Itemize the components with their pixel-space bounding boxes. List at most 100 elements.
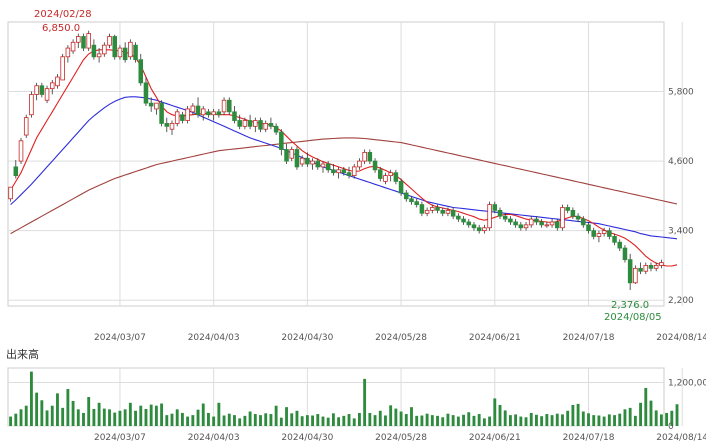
volume-bar	[545, 414, 549, 426]
candle-body	[226, 99, 232, 113]
candle-body	[445, 209, 451, 214]
candle-body	[461, 218, 466, 223]
volume-bar	[420, 415, 424, 426]
candle	[560, 204, 565, 231]
candle-body	[29, 94, 34, 116]
volume-bar	[50, 405, 54, 426]
volume-axis-ticks: 1,200,00 0 2024/03/07 2024/04/03 2024/04/30 2…	[94, 379, 706, 444]
candle	[221, 97, 227, 115]
volume-bar	[628, 407, 632, 426]
candle	[398, 178, 404, 196]
candle-body	[523, 224, 529, 229]
volume-bar	[269, 414, 273, 426]
candle	[341, 166, 347, 176]
volume-bar	[175, 409, 179, 426]
candle	[299, 155, 305, 167]
candle	[502, 213, 508, 222]
candle-body	[419, 204, 425, 214]
volume-bar	[243, 415, 247, 426]
candle-body	[659, 262, 664, 266]
price-axis-ticks: 5,800 4,600 3,400 2,200 2024/03/07 2024/04/03…	[94, 88, 706, 343]
candle-body	[336, 169, 341, 174]
candle	[174, 108, 180, 127]
volume-bar	[331, 413, 335, 426]
candle	[148, 97, 154, 112]
volume-bar	[415, 415, 419, 426]
price-x-tick-label: 2024/07/18	[563, 333, 615, 343]
candle	[279, 129, 284, 156]
volume-bar	[305, 415, 309, 426]
candle-body	[383, 175, 388, 182]
volume-bar	[363, 378, 367, 426]
volume-bar	[321, 416, 325, 426]
high-date-label: 2024/02/28	[34, 9, 92, 20]
volume-bar	[508, 415, 512, 426]
candle-body	[398, 180, 404, 194]
candle	[601, 227, 607, 237]
volume-bar	[456, 416, 460, 426]
candle	[534, 216, 539, 225]
candle	[96, 48, 102, 63]
volume-bar	[581, 411, 585, 426]
candle-body	[508, 218, 513, 223]
candle-body	[414, 201, 419, 205]
candle-body	[49, 82, 55, 90]
candle-body	[440, 209, 446, 214]
volume-bar	[566, 410, 570, 426]
volume-bar	[196, 409, 200, 426]
candle-body	[544, 224, 550, 227]
candle	[180, 111, 185, 124]
volume-bar	[550, 415, 554, 426]
candle	[128, 39, 133, 60]
candle-body	[570, 209, 576, 217]
volume-bar	[477, 414, 481, 426]
candle	[310, 158, 315, 170]
volume-title: 出来高	[6, 347, 39, 361]
candle	[471, 221, 477, 231]
candle	[13, 159, 19, 179]
volume-bar	[503, 410, 507, 426]
candle	[430, 204, 435, 214]
candle-body	[13, 166, 19, 176]
volume-bar	[45, 410, 49, 426]
volume-bar	[66, 389, 70, 426]
volume-bar	[311, 415, 315, 426]
volume-bar	[493, 398, 497, 426]
candle	[253, 117, 258, 133]
candle-body	[518, 224, 524, 229]
volume-bar	[602, 416, 606, 426]
candle	[190, 103, 196, 115]
candle	[528, 216, 534, 228]
candle-body	[560, 207, 565, 229]
candle	[627, 253, 633, 291]
volume-bar	[61, 407, 65, 426]
candle-body	[601, 230, 607, 234]
candle	[466, 219, 472, 228]
candle-body	[622, 247, 628, 261]
candle	[539, 219, 544, 228]
volume-bar	[670, 410, 674, 426]
price-x-tick-label: 2024/05/28	[375, 333, 427, 343]
volume-bar	[201, 403, 205, 426]
candle	[424, 207, 430, 217]
candle-body	[596, 233, 602, 237]
candle	[336, 166, 341, 179]
candle	[195, 97, 201, 118]
volume-bar	[144, 408, 148, 426]
candle-body	[138, 59, 144, 84]
candle	[268, 117, 274, 130]
volume-bar	[519, 416, 523, 426]
candle-body	[633, 267, 638, 284]
candle	[39, 82, 45, 98]
volume-bar	[592, 415, 596, 426]
price-moving-averages	[10, 49, 678, 267]
candle	[185, 106, 190, 124]
volume-bar	[139, 405, 143, 426]
candle	[445, 207, 451, 217]
candle-body	[471, 224, 477, 229]
candle-body	[586, 224, 591, 232]
candle-body	[331, 169, 336, 174]
candle-body	[435, 207, 440, 211]
volume-bar	[659, 414, 663, 426]
candle	[216, 108, 222, 118]
